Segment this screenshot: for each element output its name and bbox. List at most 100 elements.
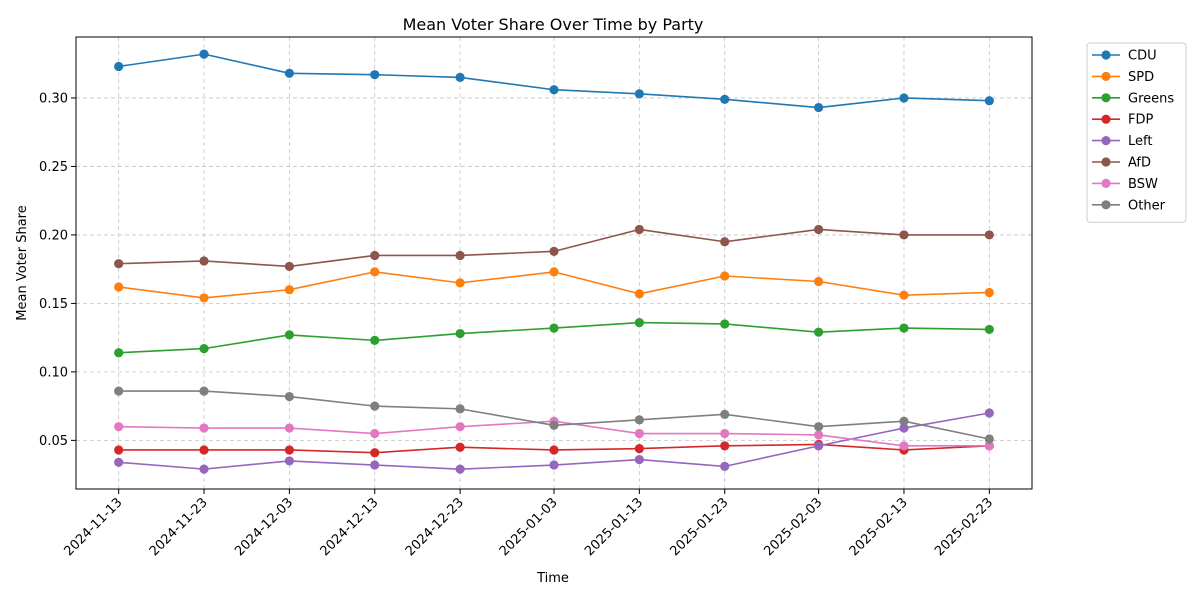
data-point-bsw (814, 430, 824, 440)
data-point-greens (370, 335, 380, 345)
data-point-fdp (114, 445, 124, 455)
y-tick-label: 0.30 (39, 91, 68, 106)
data-point-fdp (455, 442, 465, 452)
legend-swatch-marker (1101, 93, 1111, 103)
data-point-spd (284, 285, 294, 295)
data-point-bsw (114, 422, 124, 432)
data-point-fdp (284, 445, 294, 455)
data-point-afd (634, 224, 644, 235)
legend-label: CDU (1128, 49, 1157, 64)
series-fdp (114, 439, 994, 458)
data-point-other (814, 422, 824, 432)
data-point-fdp (199, 445, 209, 455)
data-point-afd (984, 230, 994, 240)
y-tick-label: 0.25 (39, 160, 68, 175)
data-point-bsw (455, 422, 465, 432)
legend-entry-afd: AfD (1092, 156, 1151, 171)
data-point-greens (634, 317, 644, 328)
data-point-greens (549, 323, 559, 333)
data-point-greens (199, 344, 209, 354)
data-point-spd (814, 276, 824, 287)
data-point-fdp (549, 445, 559, 455)
data-point-other (455, 404, 465, 414)
data-point-greens (720, 319, 730, 329)
series-afd (114, 224, 994, 272)
data-point-greens (984, 324, 994, 335)
legend-entry-fdp: FDP (1092, 113, 1153, 128)
data-point-left (549, 460, 559, 470)
y-axis: 0.05 0.10 0.15 0.20 0.25 0.30 (39, 91, 76, 449)
data-point-other (114, 386, 124, 396)
data-point-spd (199, 293, 209, 303)
data-point-bsw (720, 428, 730, 439)
data-point-fdp (634, 443, 644, 454)
data-point-cdu (814, 102, 824, 113)
data-point-greens (114, 348, 124, 358)
data-point-greens (814, 327, 824, 337)
data-point-fdp (370, 448, 380, 458)
data-point-afd (899, 230, 909, 240)
data-point-afd (549, 246, 559, 256)
legend-entry-other: Other (1092, 198, 1166, 213)
data-point-afd (284, 261, 294, 272)
legend-swatch-marker (1101, 200, 1111, 210)
data-point-afd (720, 237, 730, 247)
data-point-cdu (370, 70, 380, 80)
legend-entry-left: Left (1092, 134, 1152, 149)
data-point-cdu (455, 72, 465, 83)
data-point-cdu (549, 85, 559, 95)
data-point-other (634, 415, 644, 425)
data-point-spd (370, 267, 380, 277)
x-axis-label: Time (536, 571, 569, 586)
data-point-bsw (984, 441, 994, 451)
data-point-afd (114, 259, 124, 269)
y-axis-label: Mean Voter Share (15, 205, 30, 320)
legend-entry-greens: Greens (1092, 91, 1174, 106)
series-lines (114, 49, 994, 474)
legend-swatch-marker (1101, 157, 1111, 167)
data-point-other (284, 391, 294, 402)
legend-label: Left (1128, 134, 1152, 149)
y-tick-label: 0.05 (39, 434, 68, 449)
series-other (114, 386, 994, 444)
data-point-other (720, 409, 730, 419)
data-point-spd (634, 289, 644, 299)
legend-label: BSW (1128, 177, 1158, 192)
legend-label: SPD (1128, 70, 1154, 85)
data-point-cdu (720, 94, 730, 104)
series-cdu (114, 49, 994, 113)
grid (76, 37, 1032, 489)
y-tick-label: 0.15 (39, 297, 68, 312)
legend-swatch-marker (1101, 178, 1111, 188)
data-point-spd (984, 287, 994, 298)
data-point-spd (720, 271, 730, 281)
legend-swatch-marker (1101, 71, 1111, 81)
data-point-other (549, 420, 559, 430)
data-point-other (899, 416, 909, 426)
legend-entry-bsw: BSW (1092, 177, 1158, 192)
data-point-fdp (720, 441, 730, 451)
data-point-left (814, 441, 824, 451)
series-left (114, 408, 994, 474)
data-point-left (455, 464, 465, 474)
data-point-bsw (899, 441, 909, 451)
data-point-left (370, 460, 380, 470)
data-point-left (284, 456, 294, 466)
data-point-bsw (634, 428, 644, 439)
data-point-bsw (199, 423, 209, 433)
data-point-bsw (284, 423, 294, 433)
data-point-other (370, 401, 380, 411)
legend-box (1086, 42, 1187, 223)
series-spd (114, 267, 994, 303)
y-tick-label: 0.10 (39, 365, 68, 380)
data-point-cdu (984, 96, 994, 106)
data-point-left (114, 457, 124, 467)
legend-swatch-marker (1101, 136, 1111, 146)
legend-swatch-marker (1101, 114, 1111, 124)
data-point-cdu (199, 49, 209, 59)
data-point-cdu (114, 61, 124, 72)
data-point-greens (899, 323, 909, 333)
legend: CDU SPD Greens FDP Left AfD BSW Other (1086, 42, 1187, 223)
legend-entry-spd: SPD (1092, 70, 1154, 85)
